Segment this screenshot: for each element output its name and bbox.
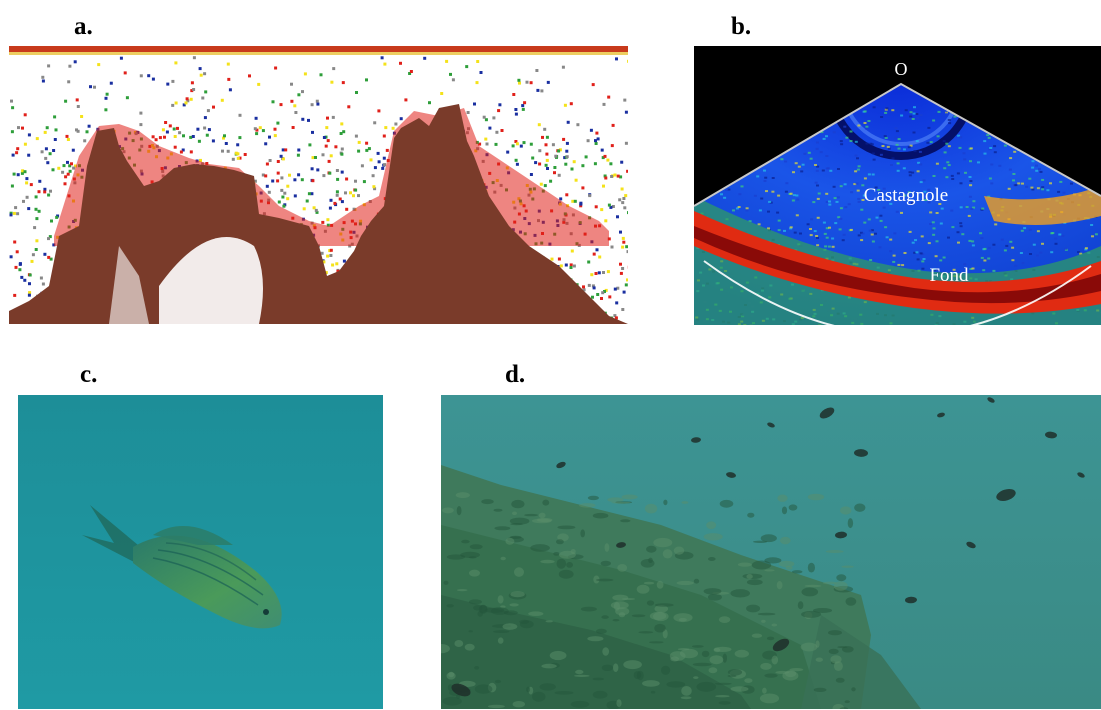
photo-single-fish bbox=[18, 395, 383, 709]
single-fish-photo bbox=[18, 395, 383, 709]
panel-label-d: d. bbox=[505, 361, 526, 388]
panel-label-c: c. bbox=[80, 361, 98, 388]
photo-fish-school bbox=[441, 395, 1101, 709]
panel-label-b: b. bbox=[731, 13, 752, 40]
fish-school-photo bbox=[441, 395, 1101, 709]
echogram-panel bbox=[9, 46, 628, 324]
echogram-image bbox=[9, 46, 628, 324]
sonar-label-fond: Fond bbox=[929, 265, 969, 286]
panel-label-a: a. bbox=[74, 13, 93, 40]
sonar-panel: O Castagnole Fond bbox=[694, 46, 1101, 325]
sonar-label-castagnole: Castagnole bbox=[864, 185, 948, 206]
sonar-origin-marker: O bbox=[895, 59, 908, 79]
fish-icon bbox=[82, 505, 282, 629]
sonar-image: O Castagnole Fond bbox=[694, 59, 1101, 325]
